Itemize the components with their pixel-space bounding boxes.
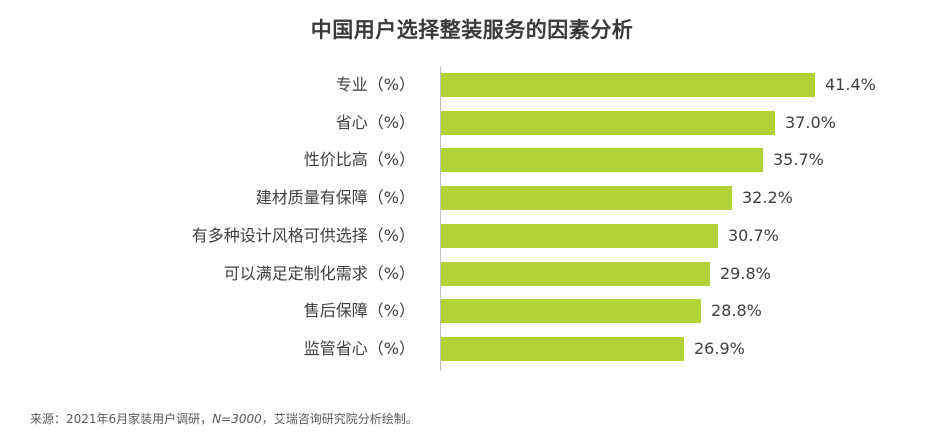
bar (441, 224, 718, 248)
source-note: 来源：2021年6月家装用户调研，N=3000，艾瑞咨询研究院分析绘制。 (30, 410, 418, 427)
value-label: 41.4% (825, 75, 876, 94)
category-label: 监管省心（%） (303, 339, 415, 358)
category-label: 可以满足定制化需求（%） (223, 264, 415, 283)
category-label: 省心（%） (335, 113, 415, 132)
bar (441, 73, 815, 97)
value-label: 30.7% (728, 226, 779, 245)
sample-size: N=3000 (212, 412, 262, 426)
value-label: 26.9% (694, 339, 745, 358)
source-suffix: ，艾瑞咨询研究院分析绘制。 (261, 412, 418, 426)
source-prefix: 来源：2021年6月家装用户调研， (30, 412, 213, 426)
category-label: 建材质量有保障（%） (255, 188, 415, 207)
bar (441, 186, 732, 210)
chart-title: 中国用户选择整装服务的因素分析 (310, 18, 634, 42)
bar (441, 262, 710, 286)
category-label: 售后保障（%） (303, 301, 415, 320)
value-label: 37.0% (785, 113, 836, 132)
value-label: 28.8% (711, 301, 762, 320)
category-label: 性价比高（%） (303, 150, 415, 169)
bar (441, 148, 763, 172)
bar (441, 111, 775, 135)
category-label: 专业（%） (335, 75, 415, 94)
value-label: 35.7% (773, 150, 824, 169)
value-label: 32.2% (742, 188, 793, 207)
bar (441, 337, 684, 361)
category-label: 有多种设计风格可供选择（%） (191, 226, 415, 245)
y-axis-line (440, 66, 441, 371)
bar (441, 299, 701, 323)
value-label: 29.8% (720, 264, 771, 283)
